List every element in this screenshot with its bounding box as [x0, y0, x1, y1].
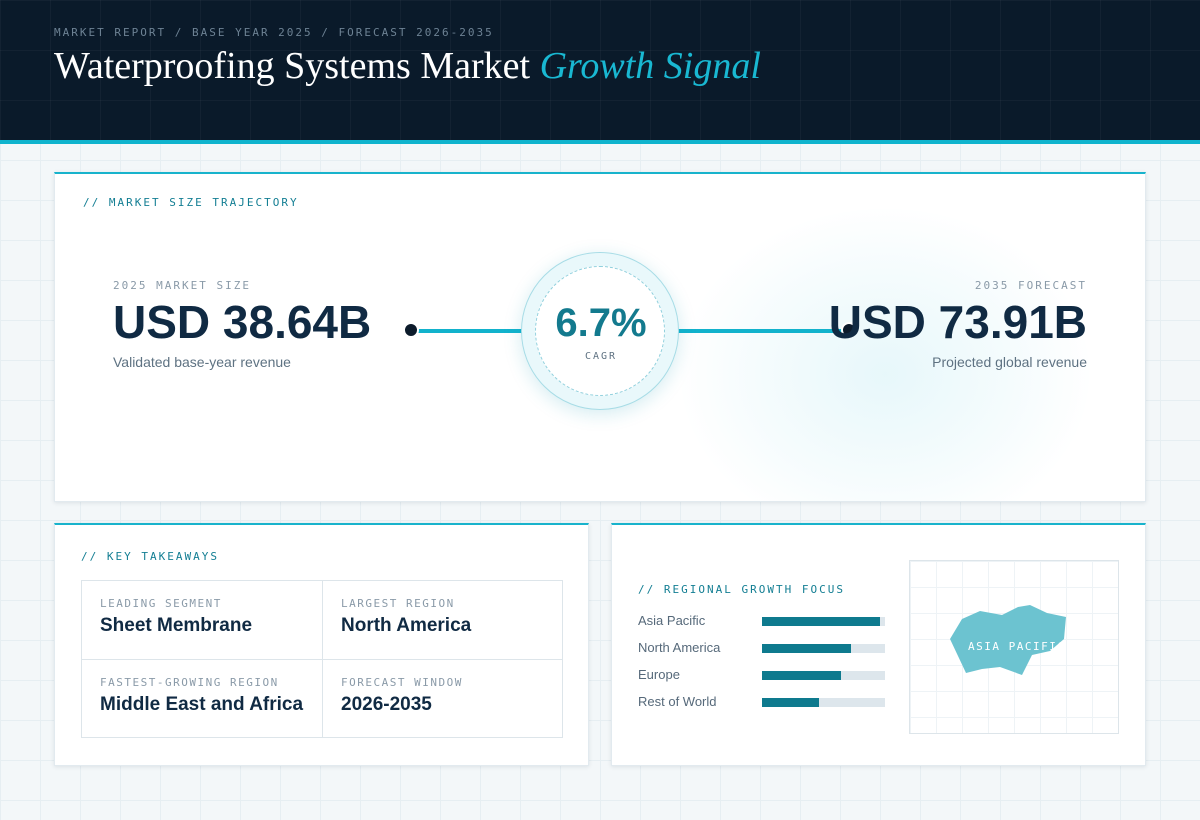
- start-dot: [403, 322, 419, 338]
- bar-fill: [762, 698, 819, 707]
- bar-row-asia-pacific: Asia Pacific: [638, 613, 888, 640]
- takeaway-leading-segment: LEADING SEGMENT Sheet Membrane: [82, 581, 322, 659]
- section-label-takeaways: // KEY TAKEAWAYS: [81, 550, 219, 563]
- takeaway-value: Middle East and Africa: [100, 694, 304, 715]
- bar-row-north-america: North America: [638, 640, 888, 667]
- takeaway-label: FASTEST-GROWING REGION: [100, 676, 279, 689]
- asia-pacific-region-shape: [950, 605, 1066, 675]
- cagr-badge: 6.7% CAGR: [521, 252, 679, 410]
- bar-fill: [762, 644, 851, 653]
- bar-fill: [762, 617, 881, 626]
- start-desc: Validated base-year revenue: [113, 354, 291, 370]
- takeaway-fastest-region: FASTEST-GROWING REGION Middle East and A…: [82, 659, 322, 737]
- section-label-trajectory: // MARKET SIZE TRAJECTORY: [83, 196, 299, 209]
- takeaway-largest-region: LARGEST REGION North America: [322, 581, 562, 659]
- report-header: MARKET REPORT / BASE YEAR 2025 / FORECAS…: [0, 0, 1200, 144]
- bar-label: North America: [638, 640, 721, 655]
- start-value: USD 38.64B: [113, 296, 372, 348]
- bar-track: [762, 671, 885, 680]
- cagr-value: 6.7%: [555, 301, 647, 345]
- takeaway-value: 2026-2035: [341, 694, 432, 715]
- regional-bars: Asia Pacific North America Europe Rest o…: [638, 613, 888, 721]
- bar-track: [762, 644, 885, 653]
- map-shape: [950, 605, 1066, 675]
- region-map: ASIA PACIFIC: [909, 560, 1119, 734]
- bar-fill: [762, 671, 841, 680]
- takeaway-label: LARGEST REGION: [341, 597, 455, 610]
- bar-label: Rest of World: [638, 694, 717, 709]
- section-label-regional: // REGIONAL GROWTH FOCUS: [638, 583, 845, 596]
- end-desc: Projected global revenue: [932, 354, 1087, 370]
- takeaway-value: Sheet Membrane: [100, 615, 253, 636]
- bar-row-europe: Europe: [638, 667, 888, 694]
- bar-row-rest-of-world: Rest of World: [638, 694, 888, 721]
- takeaway-forecast-window: FORECAST WINDOW 2026-2035: [322, 659, 562, 737]
- background-glow: [675, 204, 1095, 501]
- takeaway-value: North America: [341, 615, 472, 636]
- end-value: USD 73.91B: [828, 296, 1087, 348]
- bar-track: [762, 698, 885, 707]
- start-label: 2025 MARKET SIZE: [113, 279, 251, 292]
- bar-label: Asia Pacific: [638, 613, 706, 628]
- page-title: Waterproofing Systems Market Growth Sign…: [54, 44, 761, 88]
- key-takeaways-card: // KEY TAKEAWAYS LEADING SEGMENT Sheet M…: [54, 523, 589, 766]
- bar-track: [762, 617, 885, 626]
- takeaway-label: LEADING SEGMENT: [100, 597, 222, 610]
- market-size-card: // MARKET SIZE TRAJECTORY 2025 MARKET SI…: [54, 172, 1146, 502]
- map-region-label: ASIA PACIFIC: [968, 640, 1066, 653]
- title-main: Waterproofing Systems Market: [54, 45, 531, 87]
- cagr-inner-ring: 6.7% CAGR: [535, 266, 665, 396]
- takeaway-label: FORECAST WINDOW: [341, 676, 463, 689]
- breadcrumb: MARKET REPORT / BASE YEAR 2025 / FORECAS…: [54, 26, 494, 39]
- regional-growth-card: // REGIONAL GROWTH FOCUS Asia Pacific No…: [611, 523, 1146, 766]
- end-label: 2035 FORECAST: [974, 279, 1087, 292]
- end-dot: [841, 322, 857, 338]
- title-accent: Growth Signal: [539, 45, 761, 87]
- bar-label: Europe: [638, 667, 680, 682]
- takeaways-grid: LEADING SEGMENT Sheet Membrane LARGEST R…: [81, 580, 563, 738]
- cagr-label: CAGR: [584, 351, 618, 362]
